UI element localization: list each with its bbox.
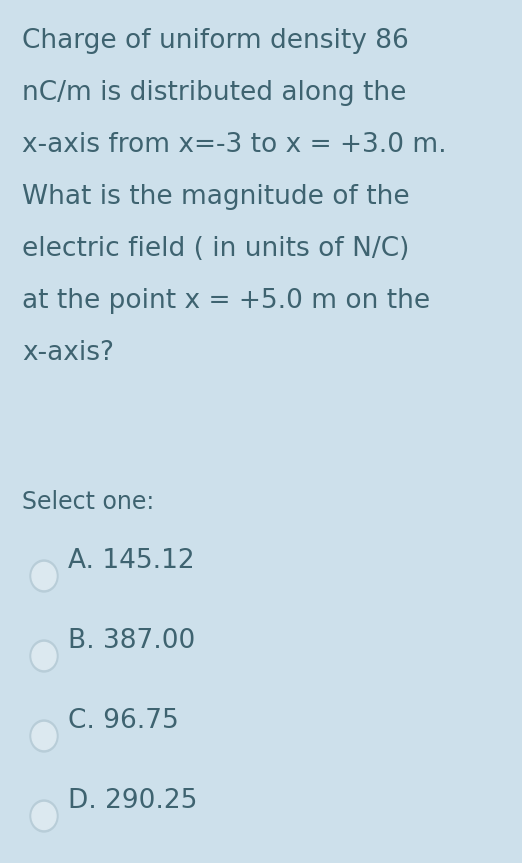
- Ellipse shape: [30, 720, 58, 752]
- Text: A. 145.12: A. 145.12: [68, 548, 195, 574]
- Text: Select one:: Select one:: [22, 490, 154, 514]
- Text: B. 387.00: B. 387.00: [68, 628, 195, 654]
- Text: x-axis from x=-3 to x = +3.0 m.: x-axis from x=-3 to x = +3.0 m.: [22, 132, 447, 158]
- Text: What is the magnitude of the: What is the magnitude of the: [22, 184, 410, 210]
- Ellipse shape: [32, 642, 56, 670]
- Ellipse shape: [32, 803, 56, 829]
- Ellipse shape: [32, 722, 56, 749]
- Ellipse shape: [30, 640, 58, 672]
- Ellipse shape: [30, 800, 58, 832]
- Text: x-axis?: x-axis?: [22, 340, 114, 366]
- Text: electric field ( in units of N/C): electric field ( in units of N/C): [22, 236, 409, 262]
- Ellipse shape: [30, 560, 58, 592]
- Text: D. 290.25: D. 290.25: [68, 788, 197, 814]
- Text: Charge of uniform density 86: Charge of uniform density 86: [22, 28, 409, 54]
- Text: C. 96.75: C. 96.75: [68, 708, 179, 734]
- Text: at the point x = +5.0 m on the: at the point x = +5.0 m on the: [22, 288, 430, 314]
- Ellipse shape: [32, 563, 56, 589]
- Text: nC/m is distributed along the: nC/m is distributed along the: [22, 80, 406, 106]
